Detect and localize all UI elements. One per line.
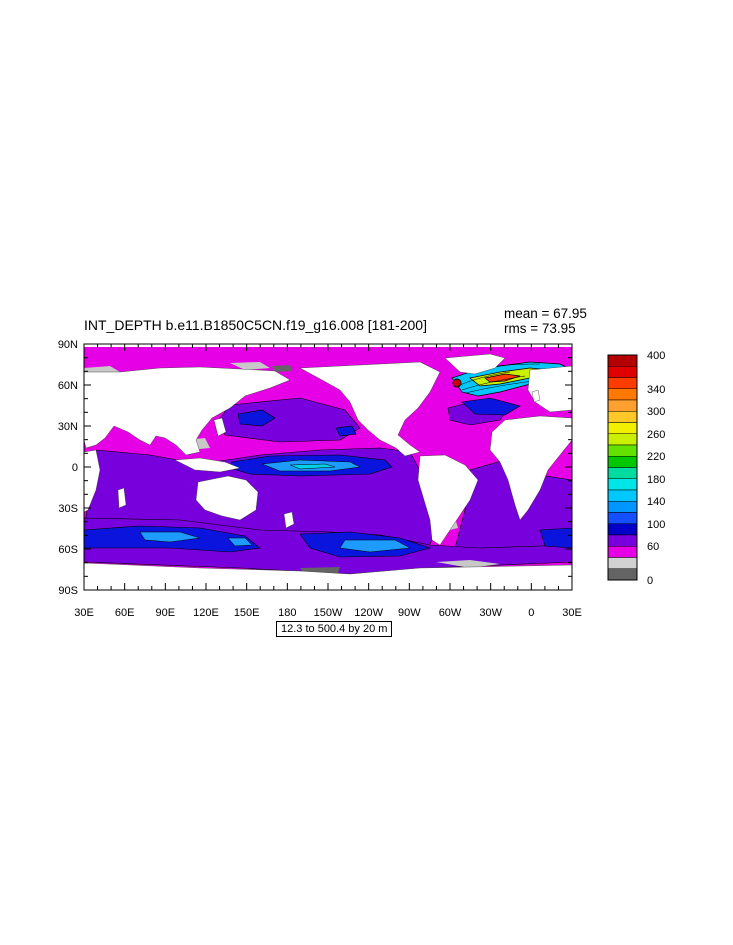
colorbar-label: 260 — [647, 429, 665, 441]
lightblue-southern-west — [139, 531, 201, 543]
lon-label: 30W — [479, 607, 502, 619]
colorbar-swatch — [607, 568, 638, 581]
land-greenland — [444, 353, 506, 375]
colorbar-swatch — [607, 478, 638, 491]
colorbar-swatch — [607, 422, 638, 434]
colorbar-swatch — [607, 512, 638, 524]
colorbar-swatch — [607, 456, 638, 468]
colorbar-label: 0 — [647, 575, 653, 587]
dark-grey-arctic — [272, 365, 292, 372]
colorbar-frame — [607, 354, 638, 581]
colorbar-swatch — [607, 366, 638, 378]
lat-label: 90N — [58, 339, 78, 351]
blue-southern-ocean-atlantic — [539, 527, 572, 549]
colorbar-label: 220 — [647, 451, 665, 463]
colorbar-swatch — [607, 523, 638, 536]
map-field — [84, 344, 572, 590]
land-japan — [213, 417, 227, 437]
land-indonesia — [174, 457, 241, 473]
colorbar-swatch — [607, 433, 638, 446]
lon-label: 30E — [562, 607, 582, 619]
cyan-equatorial-core — [289, 463, 336, 470]
grey-arctic-east — [230, 362, 270, 370]
colorbar-swatch — [607, 534, 638, 547]
lon-label: 150W — [314, 607, 343, 619]
lon-label: 150E — [234, 607, 260, 619]
land-south-america — [417, 454, 479, 546]
colorbar-label: 140 — [647, 496, 665, 508]
lon-axis-labels: 30E 60E 90E 120E 150E 180 150W 120W 90W 60W 30W 0 30… — [74, 607, 582, 619]
lon-label: 90W — [398, 607, 421, 619]
lat-label: 60N — [58, 380, 78, 392]
plot-title: INT_DEPTH b.e11.B1850C5CN.f19_g16.008 [1… — [84, 317, 427, 333]
blue-north-atlantic — [461, 397, 521, 416]
grey-antarctic-weddell — [436, 560, 500, 568]
blue-bay-of-bengal — [335, 425, 357, 437]
colorbar-swatch — [607, 354, 638, 367]
colorbar-swatch — [607, 557, 638, 569]
land-north-america — [299, 361, 441, 457]
colorbar-swatch — [607, 411, 638, 423]
lat-label: 30N — [58, 421, 78, 433]
lon-label: 0 — [528, 607, 534, 619]
mean-value: mean = 67.95 — [504, 306, 587, 321]
lon-label: 60E — [115, 607, 135, 619]
colorbar-swatch — [607, 489, 638, 502]
axis-ticks — [83, 343, 573, 591]
land-eurasia-africa — [84, 366, 291, 456]
lightblue-southern-pacific — [339, 539, 411, 553]
lon-label: 60W — [439, 607, 462, 619]
colorbar-label: 300 — [647, 406, 665, 418]
colorbar-label: 180 — [647, 474, 665, 486]
blue-north-pacific — [237, 409, 276, 427]
hotspot-contour-lines — [457, 363, 541, 394]
land-new-zealand — [283, 511, 295, 529]
land-africa-west — [489, 415, 572, 521]
lon-label: 120W — [354, 607, 383, 619]
colorbar-swatch — [607, 388, 638, 401]
lon-label: 180 — [278, 607, 296, 619]
contour-info-box: 12.3 to 500.4 by 20 m — [276, 621, 393, 637]
colorbar-label: 100 — [647, 519, 665, 531]
colorbar — [607, 354, 638, 581]
colorbar-labels: 400 340 300 260 220 180 140 100 60 0 — [647, 350, 665, 587]
land-uk — [531, 389, 541, 403]
hotspot-labrador-red — [452, 378, 462, 388]
colorbar-label: 340 — [647, 384, 665, 396]
colorbar-label: 60 — [647, 541, 659, 553]
colorbar-swatch — [607, 467, 638, 479]
stats-panel: mean = 67.95 rms = 73.95 — [504, 306, 587, 336]
land-africa-east — [84, 449, 101, 513]
lat-label: 0 — [72, 462, 78, 474]
lat-label: 60S — [58, 544, 78, 556]
lon-label: 30E — [74, 607, 94, 619]
colorbar-swatch — [607, 444, 638, 457]
colorbar-swatch — [607, 377, 638, 389]
lon-label: 90E — [156, 607, 176, 619]
colorbar-swatch — [607, 501, 638, 513]
land-madagascar — [117, 487, 127, 509]
lat-axis-labels: 90N 60N 30N 0 30S 60S 90S — [58, 339, 78, 597]
lightblue-southern-tasman — [227, 537, 253, 547]
lat-label: 30S — [58, 503, 78, 515]
hotspot-core — [484, 373, 521, 383]
land-australia — [195, 475, 259, 521]
lon-label: 120E — [193, 607, 219, 619]
colorbar-label: 400 — [647, 350, 665, 362]
colorbar-swatch — [607, 546, 638, 558]
lat-label: 90S — [58, 585, 78, 597]
colorbar-swatch — [607, 399, 638, 412]
rms-value: rms = 73.95 — [504, 321, 576, 336]
